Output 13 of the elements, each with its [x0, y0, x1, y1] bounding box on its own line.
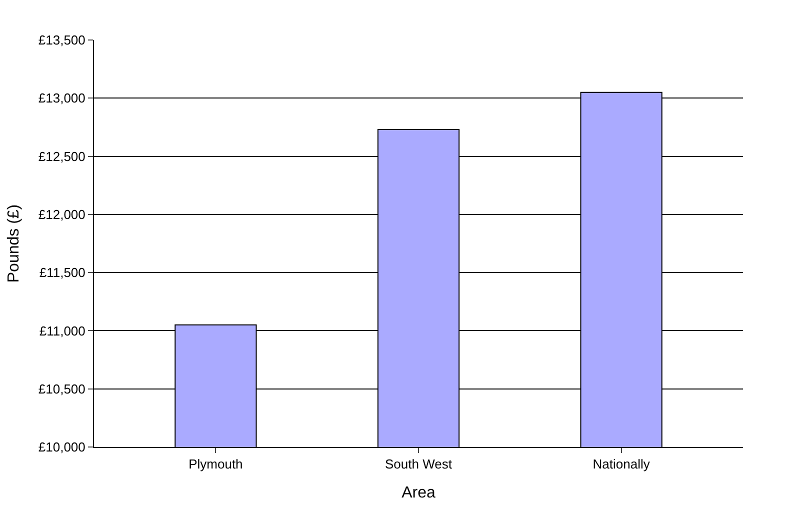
x-tick-label: Plymouth — [188, 456, 243, 472]
y-tick-label: £11,000 — [39, 323, 86, 338]
y-tick-label: £10,000 — [38, 440, 86, 455]
x-axis-title: Area — [402, 484, 436, 502]
y-tick-label: £10,500 — [38, 381, 86, 396]
y-tick-label: £13,500 — [38, 32, 86, 48]
y-tick-label: £12,500 — [38, 148, 86, 164]
y-axis-title: Pounds (£) — [5, 204, 22, 283]
x-tick-label: South West — [385, 456, 452, 472]
y-tick-label: £13,000 — [38, 90, 86, 106]
y-tick-label: £12,000 — [38, 206, 86, 222]
x-tick-label: Nationally — [592, 456, 650, 472]
y-tick-label: £11,500 — [39, 265, 86, 280]
